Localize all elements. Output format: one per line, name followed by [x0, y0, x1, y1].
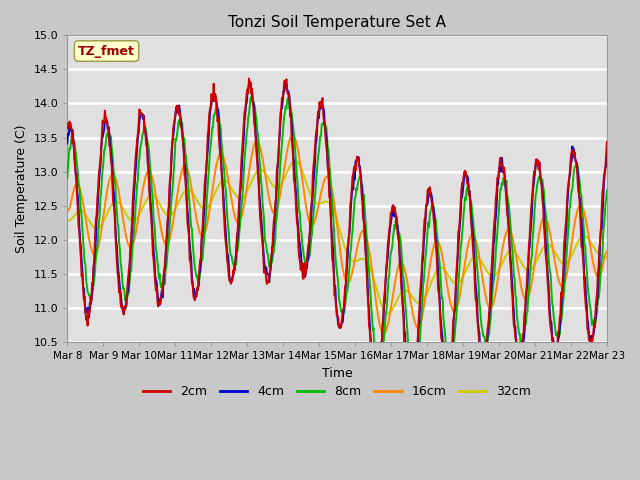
8cm [410, 375, 418, 381]
4cm [212, 96, 220, 102]
16cm [184, 166, 191, 172]
4cm [63, 141, 71, 146]
32cm [63, 218, 71, 224]
4cm [403, 369, 411, 374]
32cm [384, 311, 392, 316]
8cm [420, 278, 428, 284]
16cm [73, 181, 81, 187]
16cm [420, 304, 428, 310]
Title: Tonzi Soil Temperature Set A: Tonzi Soil Temperature Set A [228, 15, 446, 30]
Y-axis label: Soil Temperature (C): Soil Temperature (C) [15, 124, 28, 253]
16cm [404, 284, 412, 289]
4cm [246, 79, 253, 85]
2cm [245, 76, 253, 82]
32cm [291, 158, 299, 164]
8cm [73, 163, 81, 168]
4cm [406, 394, 414, 399]
32cm [212, 188, 220, 194]
Line: 8cm: 8cm [67, 96, 607, 378]
8cm [129, 243, 136, 249]
32cm [603, 255, 611, 261]
16cm [212, 165, 220, 170]
8cm [63, 175, 71, 181]
32cm [184, 187, 191, 192]
8cm [603, 188, 611, 193]
32cm [73, 209, 81, 215]
16cm [289, 132, 296, 138]
4cm [73, 188, 81, 194]
Legend: 2cm, 4cm, 8cm, 16cm, 32cm: 2cm, 4cm, 8cm, 16cm, 32cm [138, 380, 536, 403]
2cm [73, 194, 81, 200]
16cm [380, 331, 388, 336]
2cm [184, 219, 191, 225]
4cm [603, 154, 611, 160]
Line: 4cm: 4cm [67, 82, 607, 396]
Line: 16cm: 16cm [67, 135, 607, 334]
2cm [212, 94, 220, 100]
32cm [420, 297, 428, 303]
16cm [129, 242, 136, 248]
32cm [129, 218, 136, 224]
8cm [212, 106, 220, 111]
4cm [129, 219, 136, 225]
Text: TZ_fmet: TZ_fmet [78, 45, 135, 58]
16cm [63, 208, 71, 214]
4cm [420, 239, 428, 245]
2cm [406, 404, 414, 409]
X-axis label: Time: Time [322, 367, 353, 380]
2cm [420, 228, 428, 233]
16cm [603, 249, 611, 254]
32cm [404, 289, 412, 295]
Line: 32cm: 32cm [67, 161, 607, 313]
4cm [184, 207, 191, 213]
8cm [184, 172, 191, 178]
8cm [248, 93, 256, 98]
2cm [63, 121, 71, 127]
2cm [129, 201, 136, 207]
2cm [403, 376, 411, 382]
2cm [603, 139, 611, 145]
8cm [403, 328, 411, 334]
Line: 2cm: 2cm [67, 79, 607, 407]
